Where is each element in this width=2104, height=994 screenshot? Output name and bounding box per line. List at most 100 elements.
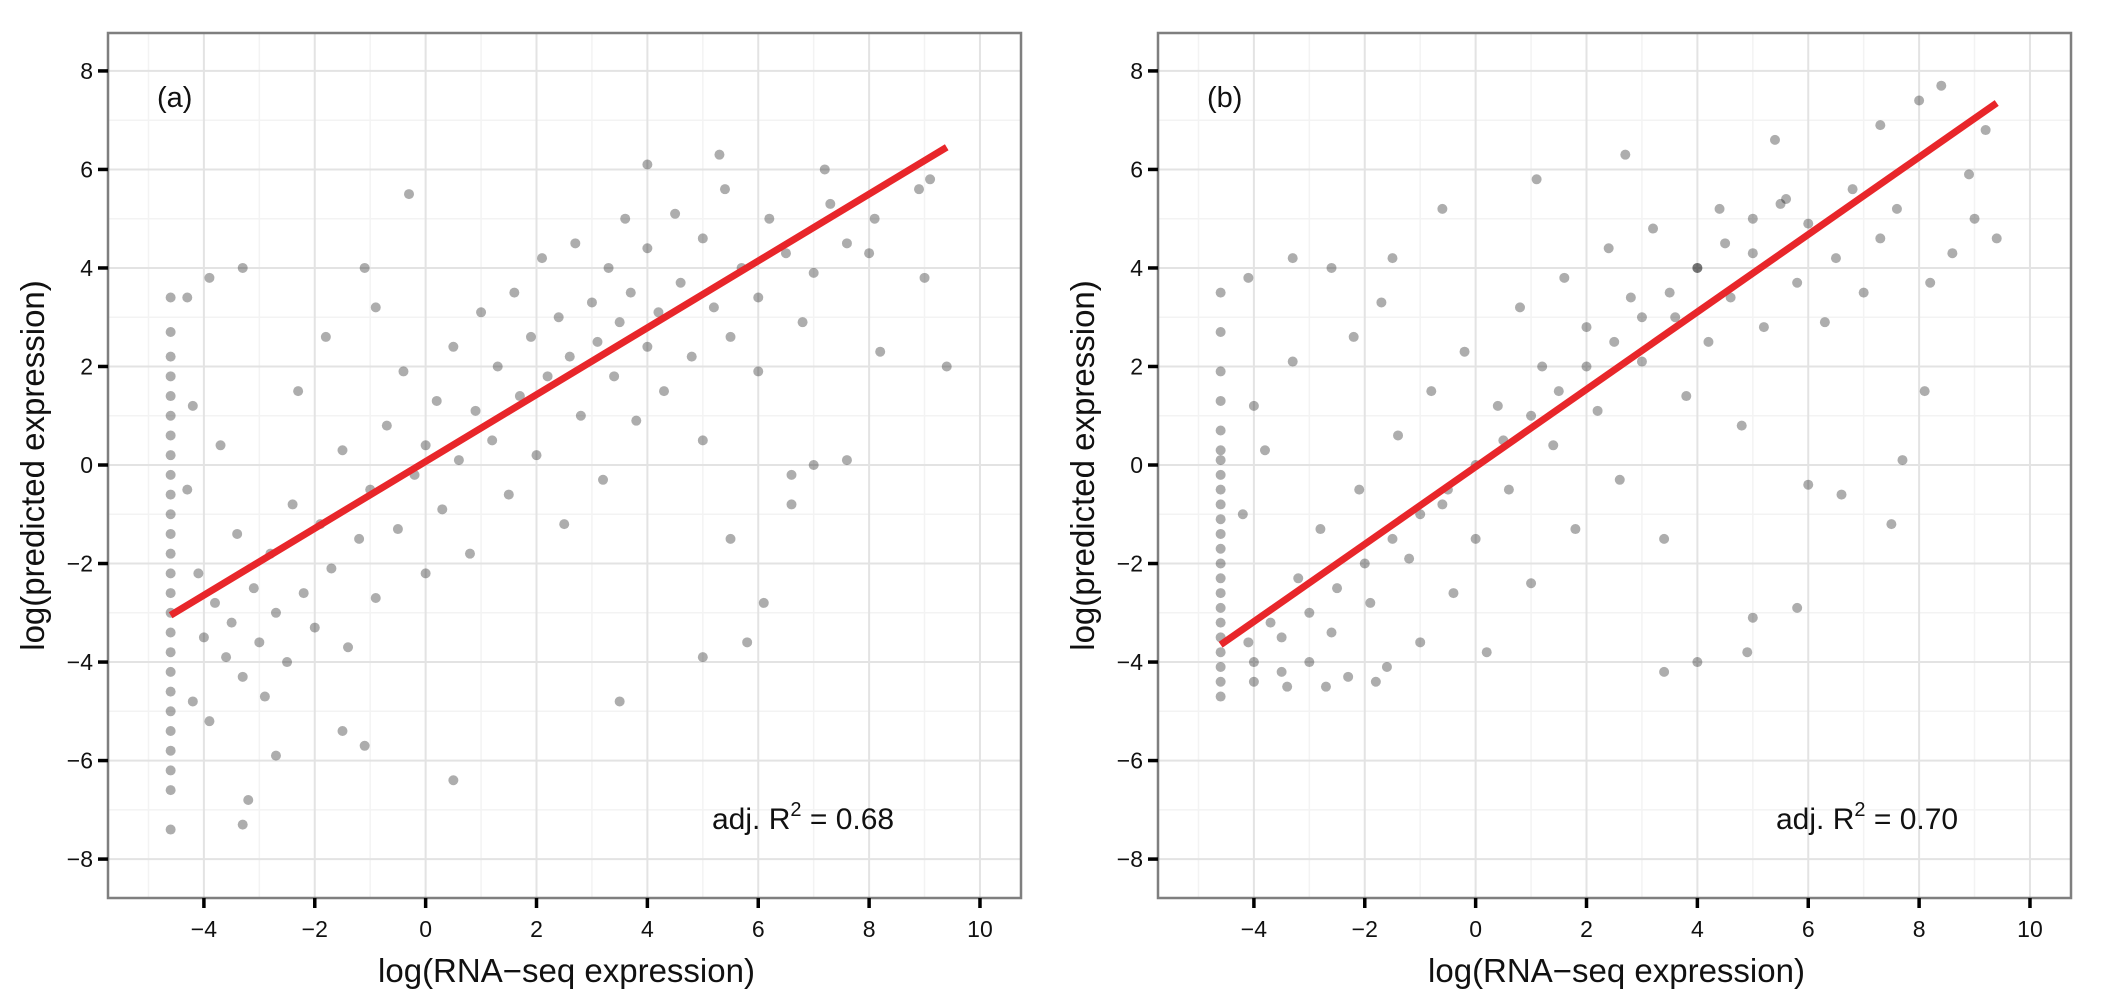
panel-a: (a) log(RNA−seq expression) log(predicte…	[14, 31, 1023, 989]
data-point	[697, 435, 708, 446]
y-tick-label: −8	[1117, 846, 1143, 872]
x-tick-label: 8	[863, 916, 876, 942]
data-point	[392, 524, 403, 535]
data-point	[631, 415, 642, 426]
data-point	[1514, 302, 1525, 313]
data-point	[1282, 681, 1293, 692]
data-point	[1265, 617, 1276, 628]
y-tick-label: 2	[80, 353, 93, 379]
data-point	[1332, 583, 1343, 594]
data-point	[553, 312, 564, 323]
data-point	[237, 671, 248, 682]
data-point	[165, 450, 176, 461]
x-tick-label: 6	[1802, 916, 1815, 942]
y-tick-label: 4	[80, 255, 93, 281]
data-point	[786, 469, 797, 480]
data-point	[431, 395, 442, 406]
data-point	[1526, 410, 1537, 421]
data-point	[1553, 386, 1564, 397]
data-point	[1293, 573, 1304, 584]
data-point	[1343, 671, 1354, 682]
data-point	[370, 302, 381, 313]
data-point	[198, 632, 209, 643]
x-axis-title: log(RNA−seq expression)	[1428, 952, 1805, 989]
data-point	[1609, 336, 1620, 347]
data-point	[1758, 322, 1769, 333]
data-point	[1670, 312, 1681, 323]
data-point	[1614, 474, 1625, 485]
data-point	[1415, 509, 1426, 520]
data-point	[1692, 262, 1703, 273]
data-point	[298, 588, 309, 599]
data-point	[1769, 134, 1780, 145]
data-point	[1237, 509, 1248, 520]
x-tick-label: 0	[419, 916, 432, 942]
data-point	[1836, 489, 1847, 500]
data-point	[165, 351, 176, 362]
data-point	[1215, 676, 1226, 687]
data-point	[570, 238, 581, 249]
panel-b: (b) log(RNA−seq expression) log(predicte…	[1064, 31, 2073, 989]
plot-area	[106, 31, 1023, 900]
data-point	[1781, 194, 1792, 205]
data-point	[1243, 637, 1254, 648]
data-point	[1875, 120, 1886, 131]
data-point	[1215, 602, 1226, 613]
data-point	[1492, 400, 1503, 411]
data-point	[531, 450, 542, 461]
data-point	[1636, 356, 1647, 367]
data-point	[670, 208, 681, 219]
data-point	[1875, 233, 1886, 244]
data-point	[708, 302, 719, 313]
x-tick-label: 10	[967, 916, 993, 942]
data-point	[476, 307, 487, 318]
y-tick-label: 8	[80, 58, 93, 84]
data-point	[165, 647, 176, 658]
data-point	[165, 327, 176, 338]
x-tick-label: 8	[1913, 916, 1926, 942]
data-point	[259, 691, 270, 702]
data-point	[1681, 391, 1692, 402]
data-point	[764, 213, 775, 224]
data-point	[354, 533, 365, 544]
data-point	[1720, 238, 1731, 249]
data-point	[1215, 455, 1226, 466]
data-point	[697, 652, 708, 663]
data-point	[165, 509, 176, 520]
data-point	[270, 750, 281, 761]
data-point	[592, 336, 603, 347]
data-point	[359, 740, 370, 751]
data-point	[1470, 533, 1481, 544]
data-point	[841, 455, 852, 466]
data-point	[642, 159, 653, 170]
data-point	[1215, 445, 1226, 456]
data-point	[642, 341, 653, 352]
data-point	[514, 391, 525, 402]
data-point	[1215, 617, 1226, 628]
annotation-superscript: 2	[790, 799, 801, 821]
data-point	[1592, 405, 1603, 416]
x-tick-label: 4	[641, 916, 654, 942]
data-point	[187, 400, 198, 411]
y-axis-title: log(predicted expression)	[14, 280, 51, 651]
x-tick-label: −2	[1352, 916, 1378, 942]
data-point	[1947, 248, 1958, 259]
data-point	[237, 262, 248, 273]
data-point	[864, 248, 875, 259]
data-point	[1437, 499, 1448, 510]
data-point	[1620, 149, 1631, 160]
plot-area	[1156, 31, 2073, 900]
data-point	[470, 405, 481, 416]
data-point	[1448, 588, 1459, 599]
data-point	[1725, 292, 1736, 303]
data-point	[187, 696, 198, 707]
x-tick-label: 4	[1691, 916, 1704, 942]
regression-line	[168, 144, 949, 619]
data-point	[1936, 80, 1947, 91]
r-squared-annotation: adj. R2 = 0.70	[1776, 799, 1958, 836]
data-point	[221, 652, 232, 663]
data-point	[1426, 386, 1437, 397]
data-point	[1603, 243, 1614, 254]
data-point	[714, 149, 725, 160]
data-point	[598, 474, 609, 485]
